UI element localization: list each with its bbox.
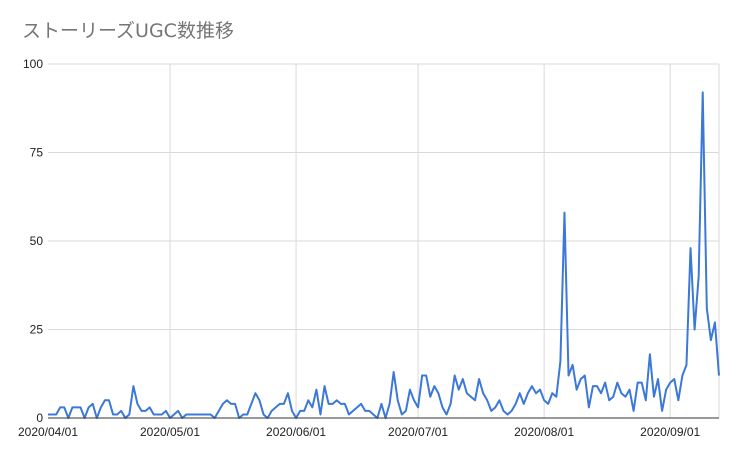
- y-tick-label: 50: [30, 234, 44, 248]
- series-line: [48, 91, 720, 419]
- x-tick-label: 2020/07/01: [388, 425, 448, 439]
- x-tick-label: 2020/08/01: [514, 425, 574, 439]
- y-tick-label: 25: [30, 323, 44, 337]
- x-axis-labels: 2020/04/01 2020/05/01 2020/06/01 2020/07/01…: [18, 425, 701, 439]
- x-tick-label: 2020/05/01: [140, 425, 200, 439]
- y-tick-label: 75: [30, 146, 44, 160]
- gridlines: [48, 63, 720, 419]
- y-axis-labels: 0 25 50 75 100: [23, 57, 43, 425]
- x-tick-label: 2020/06/01: [266, 425, 326, 439]
- y-tick-label: 100: [23, 57, 43, 71]
- chart-title: ストーリーズUGC数推移: [22, 20, 234, 42]
- y-tick-label: 0: [36, 411, 43, 425]
- x-tick-label: 2020/04/01: [18, 425, 78, 439]
- x-tick-label: 2020/09/01: [640, 425, 700, 439]
